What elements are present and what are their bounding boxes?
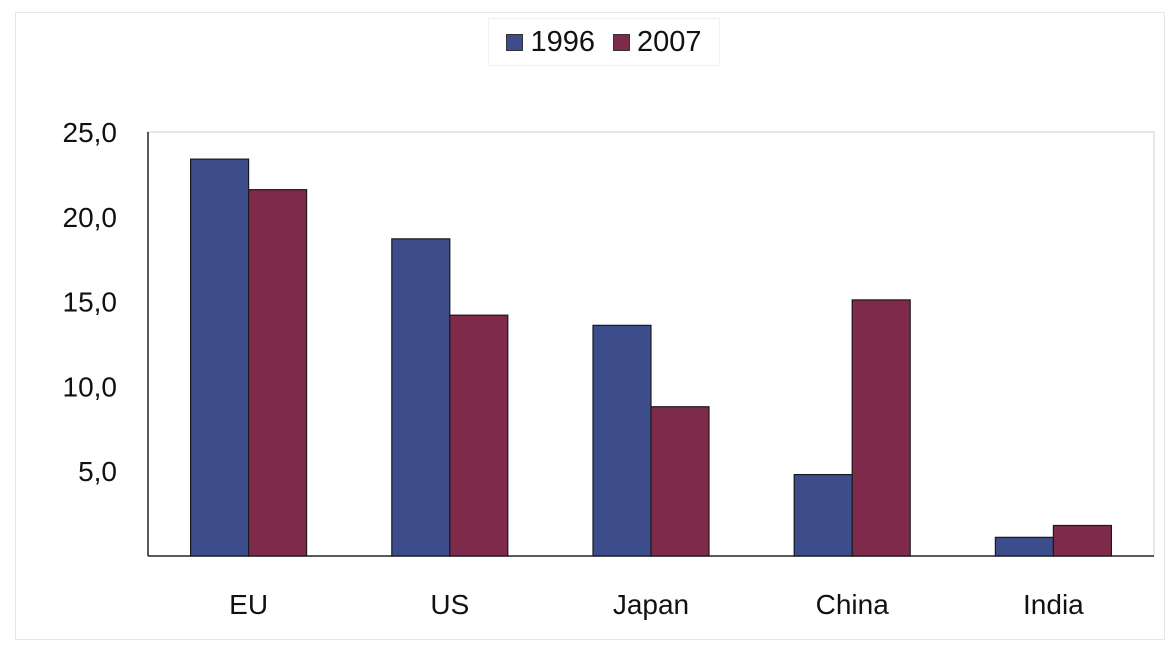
- x-tick-label-japan: Japan: [613, 589, 689, 620]
- legend-swatch-1996: [506, 33, 524, 51]
- y-tick-label: 25,0: [63, 117, 118, 148]
- plot-area: 25,0 20,0 15,0 10,0 5,0 EU US Japan China India: [63, 117, 1155, 620]
- y-tick-label: 15,0: [63, 287, 118, 318]
- legend-item-2007: 2007: [613, 26, 702, 59]
- bar-india-2007: [1052, 524, 1113, 557]
- legend: 1996 2007: [488, 18, 720, 66]
- bar-india-1996: [994, 536, 1055, 557]
- y-tick-label: 5,0: [78, 456, 117, 487]
- bar-japan-1996: [592, 324, 652, 557]
- x-tick-label-india: India: [1023, 589, 1084, 620]
- chart-frame: [15, 12, 1165, 640]
- bar-us-1996: [391, 238, 451, 557]
- bar-us-2007: [449, 314, 509, 557]
- legend-label-1996: 1996: [530, 25, 595, 58]
- x-tick-label-china: China: [816, 589, 890, 620]
- legend-label-2007: 2007: [637, 25, 702, 58]
- y-tick-label: 20,0: [63, 202, 118, 233]
- bar-china-2007: [851, 299, 911, 557]
- x-tick-label-eu: EU: [229, 589, 268, 620]
- bar-eu-2007: [248, 189, 308, 557]
- bar-japan-2007: [650, 406, 710, 557]
- x-tick-label-us: US: [430, 589, 469, 620]
- legend-swatch-2007: [613, 33, 630, 51]
- bar-eu-1996: [190, 158, 250, 557]
- legend-item-1996: 1996: [506, 26, 595, 59]
- y-tick-label: 10,0: [63, 371, 118, 402]
- bar-china-1996: [793, 473, 853, 557]
